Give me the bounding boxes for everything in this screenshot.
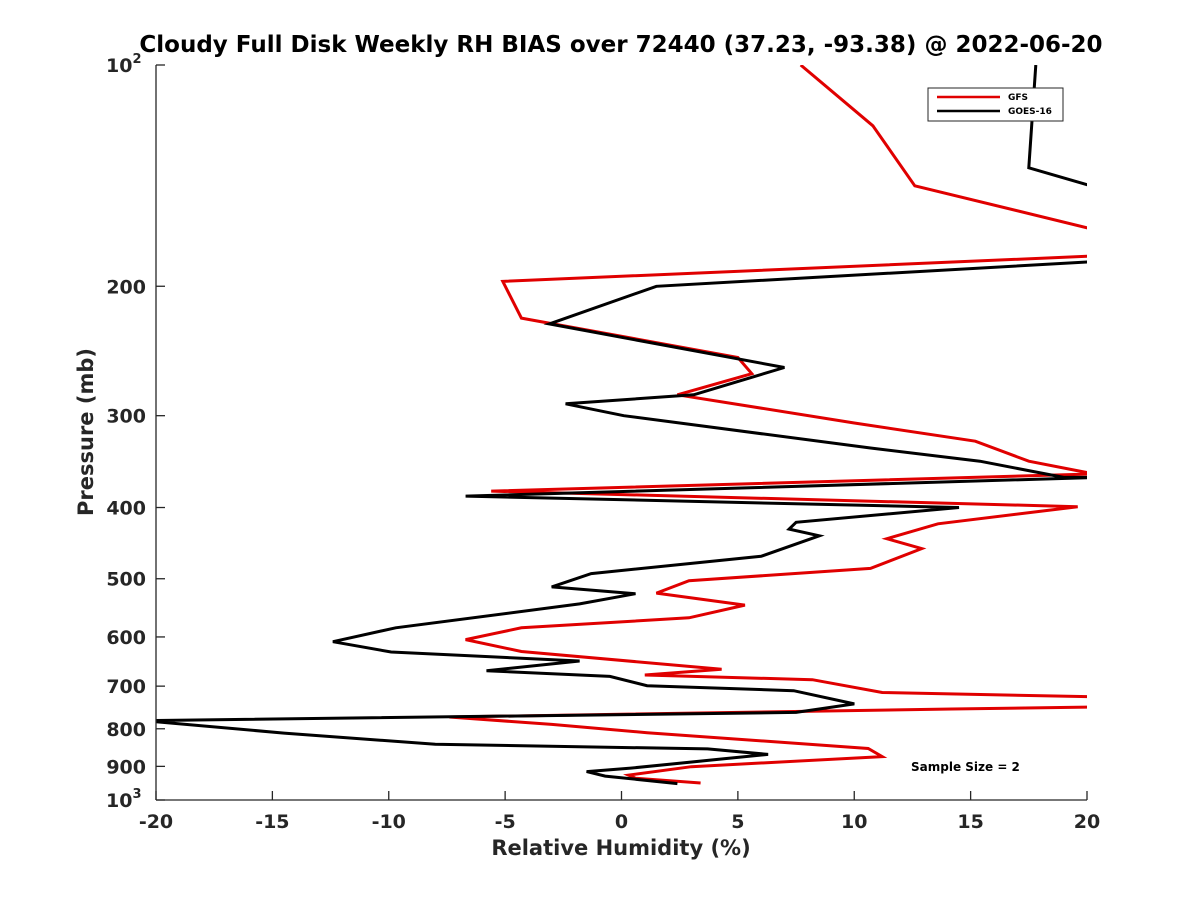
y-tick-label: 700	[106, 676, 146, 698]
x-tick-label: -15	[255, 811, 289, 833]
chart-title: Cloudy Full Disk Weekly RH BIAS over 724…	[139, 32, 1102, 58]
y-tick-label: 500	[106, 569, 146, 591]
legend-box	[927, 87, 1064, 122]
x-tick-label: 5	[731, 811, 744, 833]
legend: GFS GOES-16	[927, 87, 1064, 122]
y-tick-label: 102	[106, 52, 142, 77]
x-tick-label: 20	[1074, 811, 1100, 833]
x-tick-label: 15	[957, 811, 983, 833]
x-tick-label: -5	[495, 811, 516, 833]
x-ticks: -20 -15 -10 -5 0 5 10 15 20	[139, 791, 1100, 833]
y-tick-label: 900	[106, 756, 146, 778]
y-tick-label: 103	[106, 787, 142, 812]
x-tick-label: -10	[372, 811, 406, 833]
x-tick-label: 10	[841, 811, 867, 833]
x-tick-label: 0	[615, 811, 628, 833]
y-ticks: 102 200 300 400 500 600 700 800 900 103	[106, 52, 165, 812]
y-axis-label: Pressure (mb)	[74, 348, 98, 516]
y-tick-label: 600	[106, 627, 146, 649]
y-tick-label: 800	[106, 719, 146, 741]
x-tick-label: -20	[139, 811, 173, 833]
series-line-goes16	[156, 65, 1087, 786]
y-tick-label: 200	[106, 276, 146, 298]
legend-label-goes16: GOES-16	[1008, 107, 1052, 117]
y-tick-label: 300	[106, 406, 146, 428]
sample-size-annotation: Sample Size = 2	[911, 760, 1020, 774]
series-line-gfs	[449, 65, 1087, 785]
series-layer	[156, 65, 1087, 786]
y-tick-label: 400	[106, 498, 146, 520]
legend-label-gfs: GFS	[1008, 93, 1028, 103]
x-axis-label: Relative Humidity (%)	[491, 836, 750, 860]
